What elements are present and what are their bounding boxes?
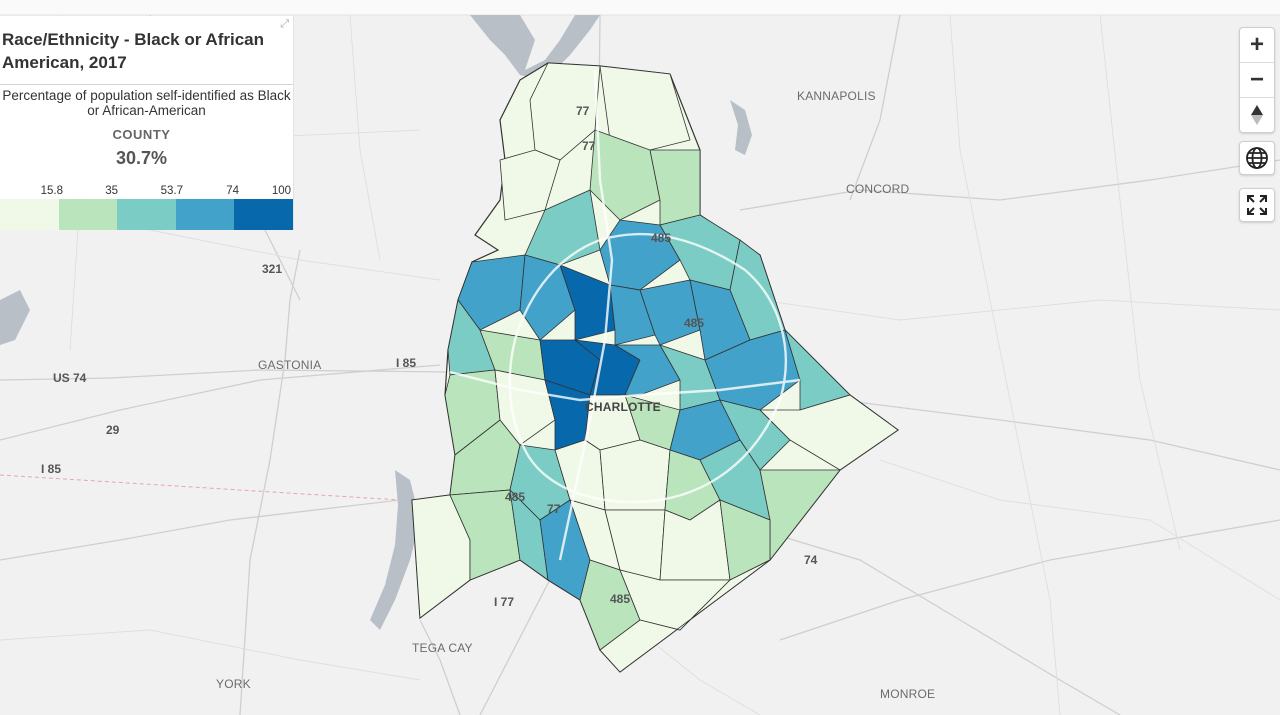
zoom-in-button[interactable]: +: [1249, 31, 1264, 58]
compass-icon: [1251, 105, 1263, 125]
mecklenburg-county[interactable]: [411, 62, 900, 673]
compass-button[interactable]: [1240, 98, 1274, 132]
road-label: 77: [576, 104, 590, 118]
road-label: 77: [582, 139, 596, 153]
place-label-york: YORK: [216, 677, 251, 691]
road-label: 485: [505, 490, 526, 504]
road-label: 485: [651, 231, 672, 245]
zoom-out-button[interactable]: −: [1249, 66, 1264, 93]
road-label: US 74: [53, 371, 87, 385]
place-label-gastonia: GASTONIA: [258, 358, 322, 372]
road-label: I 85: [396, 356, 417, 370]
zoom-controls: + −: [1239, 27, 1275, 133]
lake-norman: [0, 15, 752, 630]
legend-break: 100: [271, 185, 291, 197]
road-label: 77: [547, 502, 561, 516]
legend-color-scale: [0, 199, 293, 230]
legend-break: 15.8: [40, 185, 63, 197]
place-label-charlotte: CHARLOTTE: [585, 400, 661, 414]
place-label-kannapolis: KANNAPOLIS: [797, 89, 876, 103]
globe-button[interactable]: [1239, 141, 1275, 175]
road-label: 74: [804, 553, 818, 567]
county-value: 30.7%: [115, 148, 168, 168]
legend-bin: [58, 199, 118, 230]
legend-bin: [117, 199, 176, 230]
road-label: 321: [262, 262, 283, 276]
road-label: I 77: [494, 595, 515, 609]
road-label: 485: [684, 316, 705, 330]
legend-panel: ⤢ Race/Ethnicity - Black or African Amer…: [0, 16, 294, 230]
expand-icon[interactable]: ⤢: [280, 18, 289, 30]
county-label: COUNTY: [112, 127, 171, 142]
road-label: I 85: [41, 462, 62, 476]
state-line: [0, 474, 401, 501]
place-label-monroe: MONROE: [880, 687, 936, 701]
legend-bin: [234, 199, 293, 230]
globe-icon: [1246, 147, 1268, 169]
legend-description: Percentage of population self-identified…: [2, 88, 291, 118]
fullscreen-icon: [1247, 195, 1267, 215]
place-label-tega-cay: TEGA CAY: [412, 641, 473, 655]
road-label: 485: [610, 592, 631, 606]
place-label-concord: CONCORD: [846, 182, 910, 196]
interstates: [449, 69, 801, 561]
fullscreen-button[interactable]: [1239, 188, 1275, 222]
legend-title: Race/Ethnicity - Black or African Americ…: [2, 30, 265, 72]
legend-divider: [0, 84, 293, 85]
legend-break: 53.7: [160, 185, 183, 197]
legend-bin: [175, 199, 235, 230]
legend-bin: [0, 199, 59, 230]
legend-break: 74: [226, 185, 239, 197]
road-label: 29: [106, 423, 120, 437]
legend-break: 35: [105, 185, 118, 197]
